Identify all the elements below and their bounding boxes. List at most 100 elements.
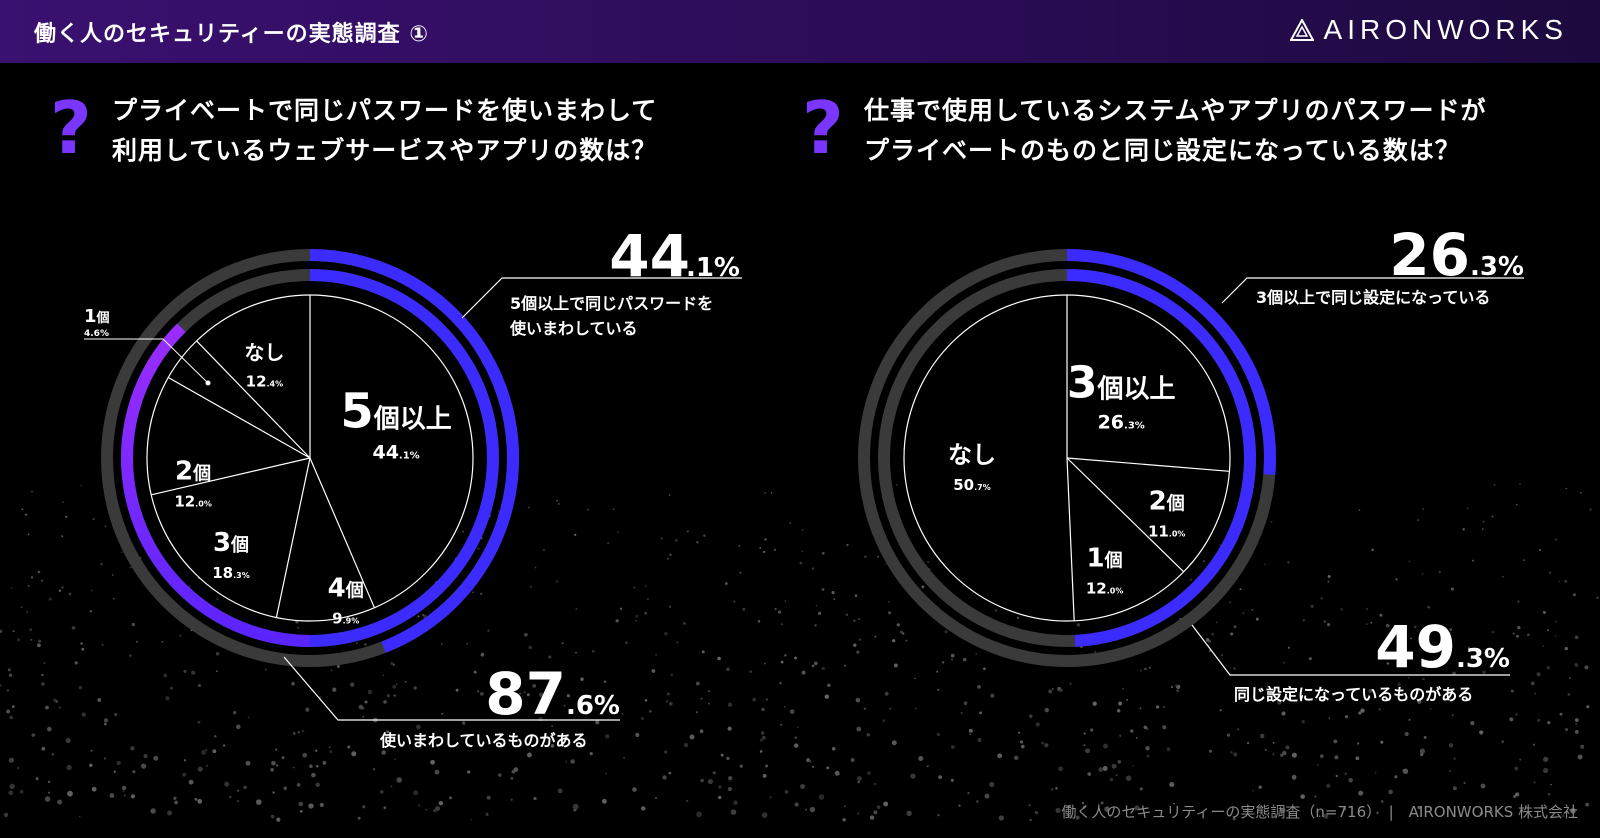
background-dot xyxy=(1561,814,1565,818)
background-dot xyxy=(36,643,41,648)
background-dot xyxy=(1126,698,1129,701)
background-dot xyxy=(1428,626,1432,630)
background-dot xyxy=(1574,730,1579,734)
background-dot xyxy=(1208,650,1211,653)
background-dot xyxy=(846,543,849,547)
background-dot xyxy=(784,790,789,794)
background-dot xyxy=(727,726,732,731)
background-dot xyxy=(635,620,637,622)
background-dot xyxy=(8,757,14,763)
background-dot xyxy=(1358,509,1361,511)
background-dot xyxy=(1548,571,1552,574)
background-dot xyxy=(601,798,607,804)
background-dot xyxy=(470,818,472,821)
background-dot xyxy=(968,728,973,733)
background-dot xyxy=(1229,601,1232,604)
background-dot xyxy=(937,688,940,691)
background-dot xyxy=(1342,807,1347,811)
background-dot xyxy=(591,649,595,653)
background-dot xyxy=(393,694,396,697)
left-pie: 5個以上44.1%4個9.9%3個18.3%2個12.0%1個4.6%なし12.… xyxy=(84,294,474,628)
background-dot xyxy=(1094,650,1097,653)
background-dot xyxy=(29,628,33,632)
background-dot xyxy=(1404,731,1409,737)
background-dot xyxy=(557,502,560,505)
left-callout-top: 44 .1% 5個以上で同じパスワードを 使いまわしている xyxy=(461,222,742,338)
background-dot xyxy=(11,705,15,708)
background-dot xyxy=(90,589,93,592)
background-dot xyxy=(1416,519,1420,522)
background-dot xyxy=(132,770,136,774)
background-dot xyxy=(1368,688,1373,693)
background-dot xyxy=(1162,705,1166,709)
background-dot xyxy=(143,753,148,759)
background-dot xyxy=(963,701,968,706)
outer-ring-arc xyxy=(309,249,519,653)
background-dot xyxy=(315,782,320,788)
background-dot xyxy=(1230,632,1234,636)
background-dot xyxy=(1111,763,1117,769)
background-dot xyxy=(668,605,672,608)
background-dot xyxy=(1380,740,1384,744)
background-dot xyxy=(513,767,519,772)
background-dot xyxy=(364,700,368,704)
background-dot xyxy=(581,695,585,699)
background-dot xyxy=(1358,711,1362,715)
background-dot xyxy=(1143,725,1147,730)
background-dot xyxy=(165,696,170,701)
background-dot xyxy=(831,747,836,751)
background-dot xyxy=(1408,718,1411,721)
slice-label: なし xyxy=(244,341,284,365)
background-dot xyxy=(1517,600,1520,603)
background-dot xyxy=(1559,712,1563,716)
left-top-line1: 5個以上で同じパスワードを xyxy=(510,294,713,313)
background-dot xyxy=(538,692,544,697)
background-dot xyxy=(914,707,917,710)
background-dot xyxy=(1242,612,1245,615)
background-dot xyxy=(1300,794,1305,799)
background-dot xyxy=(696,541,699,544)
background-dot xyxy=(276,764,279,767)
background-dot xyxy=(530,585,532,588)
background-dot xyxy=(1215,621,1218,624)
background-dot xyxy=(1270,521,1273,523)
background-dot xyxy=(197,766,203,772)
background-dot xyxy=(1523,559,1525,561)
background-dot xyxy=(850,757,855,763)
background-dot xyxy=(92,518,95,521)
background-dot xyxy=(467,770,471,774)
background-dot xyxy=(390,785,393,788)
background-dot xyxy=(542,548,546,552)
pie-slice-divider xyxy=(151,457,311,496)
background-dot xyxy=(1515,503,1518,506)
background-dot xyxy=(1429,708,1432,710)
background-dot xyxy=(55,700,58,703)
background-dot xyxy=(48,597,52,601)
background-dot xyxy=(425,808,428,811)
background-dot xyxy=(635,614,639,618)
pie-slice-divider xyxy=(275,457,311,618)
background-dot xyxy=(1016,616,1020,620)
background-dot xyxy=(1166,747,1171,752)
background-dot xyxy=(1376,811,1379,815)
background-dot xyxy=(473,670,477,674)
background-dot xyxy=(752,697,757,702)
background-dot xyxy=(1132,765,1135,768)
background-dot xyxy=(3,812,9,818)
background-dot xyxy=(311,772,316,778)
background-dot xyxy=(1481,528,1484,530)
background-dot xyxy=(605,734,610,739)
background-dot xyxy=(462,721,466,725)
background-dot xyxy=(1340,608,1343,611)
background-dot xyxy=(1139,707,1142,710)
background-dot xyxy=(1044,743,1049,748)
background-dot xyxy=(1279,807,1286,814)
background-dot xyxy=(421,613,425,616)
background-dot xyxy=(1175,684,1178,687)
background-dot xyxy=(9,715,13,720)
background-dot xyxy=(1470,721,1475,726)
background-dot xyxy=(1139,669,1143,672)
background-dot xyxy=(1512,632,1515,635)
background-dot xyxy=(817,611,822,616)
background-dot xyxy=(664,632,668,636)
